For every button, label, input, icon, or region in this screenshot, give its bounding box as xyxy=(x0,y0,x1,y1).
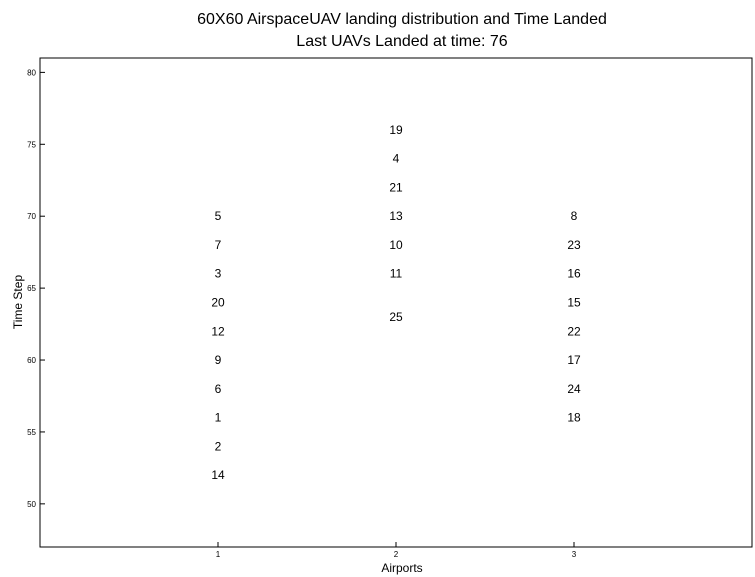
y-tick-label: 60 xyxy=(27,356,36,365)
y-tick-label: 70 xyxy=(27,212,36,221)
uav-point-label: 24 xyxy=(567,382,581,396)
y-tick-label: 65 xyxy=(27,284,36,293)
uav-point-label: 9 xyxy=(215,353,222,367)
uav-point-label: 25 xyxy=(389,310,403,324)
uav-point-label: 15 xyxy=(567,296,581,310)
uav-point-label: 12 xyxy=(211,324,225,338)
uav-point-label: 11 xyxy=(390,267,403,281)
uav-point-label: 23 xyxy=(567,238,581,252)
y-axis: 50 55 60 65 70 75 80 xyxy=(27,68,45,509)
uav-point-label: 17 xyxy=(567,353,581,367)
uav-point-label: 6 xyxy=(215,382,222,396)
uav-point-label: 13 xyxy=(389,209,403,223)
uav-point-label: 7 xyxy=(215,238,222,252)
uav-point-label: 1 xyxy=(215,411,222,425)
chart-subtitle: Last UAVs Landed at time: 76 xyxy=(296,33,507,50)
uav-point-label: 18 xyxy=(567,411,581,425)
y-tick-label: 75 xyxy=(27,140,36,149)
y-tick-label: 50 xyxy=(27,500,36,509)
uav-point-label: 2 xyxy=(215,439,222,453)
uav-point-label: 16 xyxy=(567,267,581,281)
y-tick-label: 55 xyxy=(27,428,36,437)
plot-area xyxy=(39,57,753,548)
uav-point-label: 8 xyxy=(571,209,578,223)
x-axis: 1 2 3 xyxy=(216,542,577,559)
x-tick-label: 1 xyxy=(216,550,221,559)
y-tick-label: 80 xyxy=(27,68,36,77)
uav-point-label: 3 xyxy=(215,267,222,281)
uav-point-label: 20 xyxy=(211,296,225,310)
data-points: 5732012961214194211310112582316152217241… xyxy=(211,123,581,482)
uav-point-label: 5 xyxy=(215,209,222,223)
chart-title: 60X60 AirspaceUAV landing distribution a… xyxy=(197,11,607,28)
uav-point-label: 22 xyxy=(567,324,581,338)
uav-point-label: 19 xyxy=(389,123,403,137)
uav-point-label: 4 xyxy=(393,152,400,166)
y-axis-label: Time Step xyxy=(11,275,25,330)
uav-point-label: 14 xyxy=(211,468,225,482)
x-tick-label: 3 xyxy=(572,550,577,559)
uav-point-label: 21 xyxy=(389,180,403,194)
uav-point-label: 10 xyxy=(389,238,403,252)
x-axis-label: Airports xyxy=(381,561,422,575)
x-tick-label: 2 xyxy=(394,550,399,559)
